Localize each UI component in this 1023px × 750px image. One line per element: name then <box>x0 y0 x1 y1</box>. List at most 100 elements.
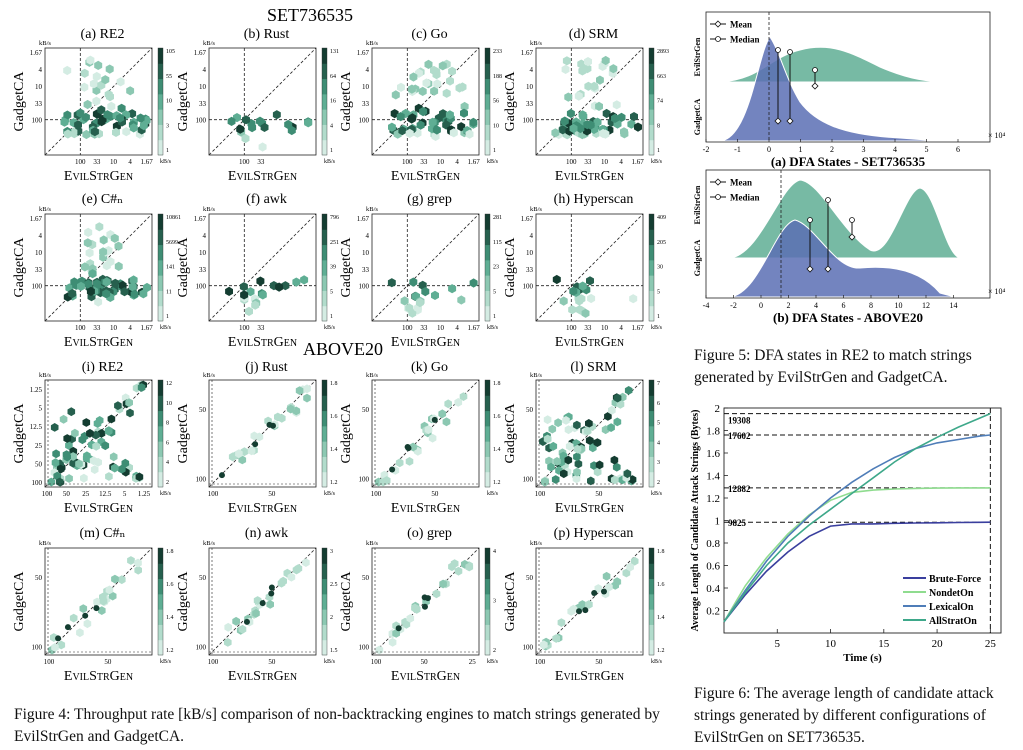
y-tick-label: 1.4 <box>706 471 720 483</box>
y-axis-label: GadgetCA <box>339 403 354 464</box>
unit-label-top: kB/s <box>366 40 378 47</box>
y-tick-label: 100 <box>196 644 207 652</box>
colorbar-tick: 1 <box>657 148 660 154</box>
mean-marker <box>811 82 819 90</box>
hexbin-cell <box>295 386 304 395</box>
hexbin-cell <box>302 558 310 567</box>
panel-title: (m) C#ₙ <box>79 526 125 541</box>
hexbin-cell <box>105 472 113 481</box>
hexbin-cell <box>250 431 259 441</box>
legend-mean-marker <box>714 20 722 28</box>
x-tick-label: 5 <box>123 490 127 498</box>
median-marker <box>807 217 813 223</box>
x-tick-label: 2 <box>830 145 834 154</box>
x-tick-label: 100 <box>44 658 55 666</box>
hexbin-cell <box>80 473 88 483</box>
hexbin-cell <box>104 426 113 436</box>
panel-frame <box>44 213 153 322</box>
hexbin-cell <box>252 609 260 618</box>
colorbar-segment <box>649 624 654 641</box>
x-tick-label: 10 <box>437 324 445 332</box>
unit-label-top: kB/s <box>530 40 542 47</box>
hexbin-cell <box>564 425 573 435</box>
hexbin-cell <box>135 472 144 482</box>
hexbin-cell <box>422 78 431 88</box>
colorbar-tick: 1.8 <box>657 549 665 555</box>
panel-title: (d) SRM <box>569 27 619 42</box>
hexbin-cell <box>416 120 425 130</box>
colorbar-segment <box>485 425 490 442</box>
dark-point <box>576 608 583 615</box>
panel-title: (b) Rust <box>244 27 290 42</box>
hexbin-cell <box>628 475 637 484</box>
colorbar-frame <box>484 213 491 322</box>
hexbin-cell <box>398 126 407 136</box>
heatmap-panel-top-4: (e) C#ₙ 1.67 4 10 33 100 100 33 10 4 1.67 kB/s 10861… <box>12 192 181 350</box>
x-tick-label: 10 <box>437 158 445 166</box>
colorbar-tick: 2 <box>330 615 333 621</box>
hexbin-cell <box>397 82 405 92</box>
hexbin-cell <box>134 565 142 575</box>
hexbin-cell <box>611 581 619 590</box>
hexbin-cell <box>552 634 560 643</box>
colorbar-tick: 10 <box>166 99 172 105</box>
colorbar-segment <box>322 93 327 110</box>
ridgeline-panel-a: Mean Median EvilStrGen GadgetCA-2 -1 0 1 2 3 4 5 6 ×… <box>693 11 1006 169</box>
panel-frame <box>535 47 644 156</box>
hexbin-cell <box>590 81 599 91</box>
x-tick-label: 6 <box>956 145 960 154</box>
colorbar-tick: 12 <box>166 381 172 387</box>
panel-frame <box>371 379 480 488</box>
hexbin-cell <box>586 276 594 286</box>
colorbar-segment <box>485 63 490 80</box>
hexbin-cell <box>103 110 112 120</box>
hexbin-cell <box>84 227 93 237</box>
figure-6-caption: Figure 6: The average length of candidat… <box>694 685 994 746</box>
hexbin-cell <box>593 117 602 127</box>
colorbar-segment <box>322 441 327 457</box>
colorbar-tick: 1.4 <box>166 615 174 621</box>
hexbin-cell <box>77 281 85 291</box>
y-tick-label: 1.67 <box>30 215 43 223</box>
heatmap-panel-top-6: (g) grep 1.67 4 10 33 100 100 33 10 4 1.67 kB/s 281 1… <box>339 192 502 350</box>
y-tick-label: 100 <box>523 283 534 291</box>
colorbar-tick: 1.4 <box>493 447 501 453</box>
unit-label-top: kB/s <box>203 372 215 379</box>
figure-5-caption: Figure 5: DFA states in RE2 to match str… <box>694 347 972 386</box>
hexbin-cell <box>560 469 568 479</box>
colorbar-segment <box>322 609 327 625</box>
x-tick-label: -2 <box>730 301 737 310</box>
hexbin-cell <box>121 458 130 468</box>
colorbar-segment <box>649 395 654 412</box>
y-axis-label: GadgetCA <box>339 71 354 132</box>
plateau-annotation: 19308 <box>728 416 751 426</box>
series-line-nondeton <box>723 487 991 623</box>
colorbar: 7 6 5 4 3 2 kB/s <box>648 379 663 497</box>
colorbar-segment <box>485 609 490 625</box>
evilstrgen-density <box>729 179 961 259</box>
x-tick-label: 25 <box>985 638 997 650</box>
x-axis-label: EvilStrGen <box>555 335 624 350</box>
hexbin-cell <box>415 298 424 308</box>
hexbin-cell <box>65 474 73 483</box>
x-tick-label: -2 <box>703 145 710 154</box>
hexbin-cell <box>90 465 99 474</box>
x-tick-label: 14 <box>950 301 958 310</box>
colorbar-segment <box>158 124 163 141</box>
x-tick-label: 33 <box>584 158 592 166</box>
colorbar-unit: kB/s <box>160 159 172 165</box>
mean-marker <box>806 265 814 273</box>
ridge-label-evilstrgen: EvilStrGen <box>693 185 702 224</box>
x-axis-label: EvilStrGen <box>391 335 460 350</box>
hexbin-cell <box>105 585 114 595</box>
y-tick-label: 100 <box>359 644 370 652</box>
colorbar-segment <box>322 305 327 322</box>
hexbin-cell <box>272 110 281 120</box>
colorbar-segment <box>158 441 163 457</box>
section-title-above20: ABOVE20 <box>303 339 383 359</box>
hexbin-cell <box>469 117 478 127</box>
hexbin-cell <box>608 405 616 415</box>
hexbin-cell <box>559 296 568 306</box>
dark-point <box>591 590 598 597</box>
hexbin-cell <box>251 300 260 310</box>
